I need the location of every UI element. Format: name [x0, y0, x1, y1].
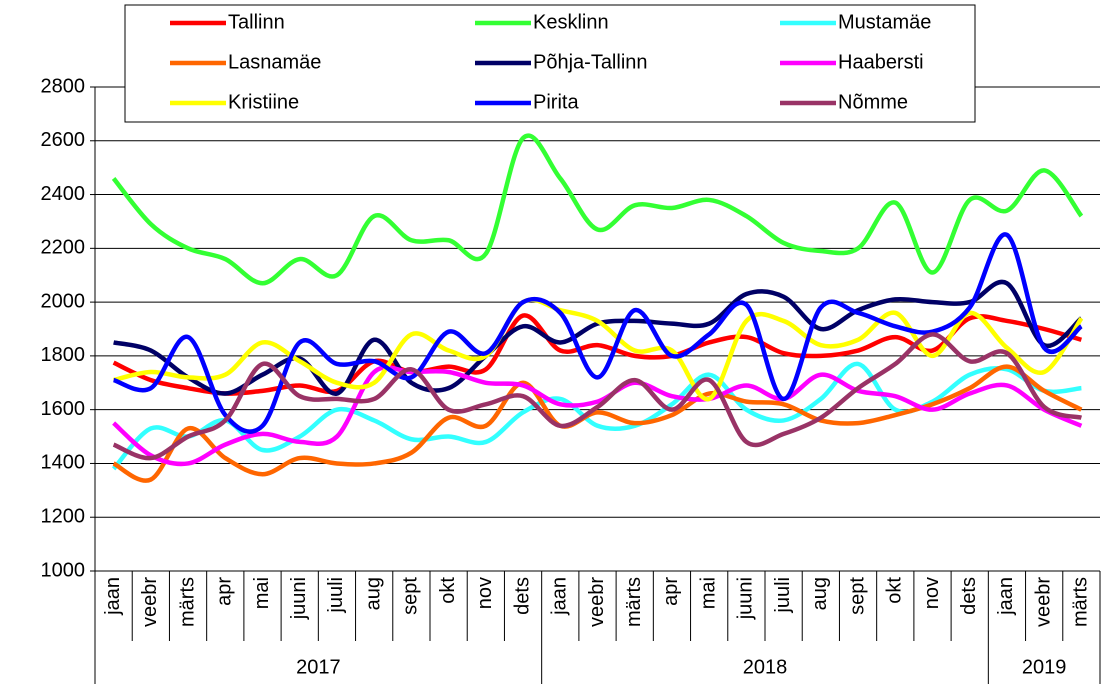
series-line [112, 232, 1083, 434]
y-tick-label: 2000 [41, 290, 86, 312]
x-tick-label: sept [846, 577, 868, 615]
legend-label: Lasnamäe [228, 51, 321, 73]
x-tick-label: jaan [102, 577, 124, 616]
x-tick-label: juuli [772, 577, 794, 614]
x-tick-label: juuli [325, 577, 347, 614]
x-tick-label: dets [958, 577, 980, 615]
x-tick-label: märts [1070, 577, 1092, 627]
y-tick-label: 1400 [41, 452, 86, 474]
x-tick-label: juuni [735, 577, 757, 620]
y-tick-label: 1600 [41, 398, 86, 420]
y-tick-label: 2600 [41, 129, 86, 151]
x-tick-label: apr [214, 577, 236, 606]
x-tick-label: nov [474, 577, 496, 609]
y-tick-label: 1000 [41, 559, 86, 581]
y-tick-label: 1200 [41, 506, 86, 528]
x-tick-label: mai [697, 577, 719, 609]
x-tick-label: märts [176, 577, 198, 627]
x-tick-label: märts [623, 577, 645, 627]
legend-label: Haabersti [838, 51, 924, 73]
x-tick-label: jaan [549, 577, 571, 616]
series-line [111, 133, 1084, 286]
x-tick-label: jaan [995, 577, 1017, 616]
legend-label: Mustamäe [838, 11, 931, 33]
x-tick-label: sept [400, 577, 422, 615]
group-label: 2017 [296, 656, 341, 678]
series-line [112, 365, 1083, 467]
legend-label: Kesklinn [533, 11, 609, 33]
x-tick-label: okt [437, 577, 459, 604]
group-label: 2018 [743, 656, 788, 678]
x-tick-label: okt [884, 577, 906, 604]
legend-label: Põhja-Tallinn [533, 51, 648, 73]
legend-label: Pirita [533, 91, 579, 113]
x-tick-label: mai [251, 577, 273, 609]
y-tick-label: 2800 [41, 75, 86, 97]
series-line [113, 279, 1083, 396]
x-tick-label: veebr [139, 577, 161, 627]
x-tick-label: juuni [288, 577, 310, 620]
y-tick-label: 2400 [41, 183, 86, 205]
y-tick-label: 1800 [41, 344, 86, 366]
legend-label: Kristiine [228, 91, 299, 113]
group-label: 2019 [1022, 656, 1067, 678]
legend-label: Tallinn [228, 11, 285, 33]
series-line [113, 297, 1084, 402]
x-tick-label: veebr [1032, 577, 1054, 627]
legend-label: Nõmme [838, 91, 908, 113]
x-tick-label: veebr [586, 577, 608, 627]
x-tick-label: aug [362, 577, 384, 610]
x-tick-label: nov [921, 577, 943, 609]
x-tick-label: apr [660, 577, 682, 606]
x-tick-label: dets [511, 577, 533, 615]
x-tick-label: aug [809, 577, 831, 610]
y-tick-label: 2200 [41, 237, 86, 259]
series-line [112, 332, 1083, 461]
